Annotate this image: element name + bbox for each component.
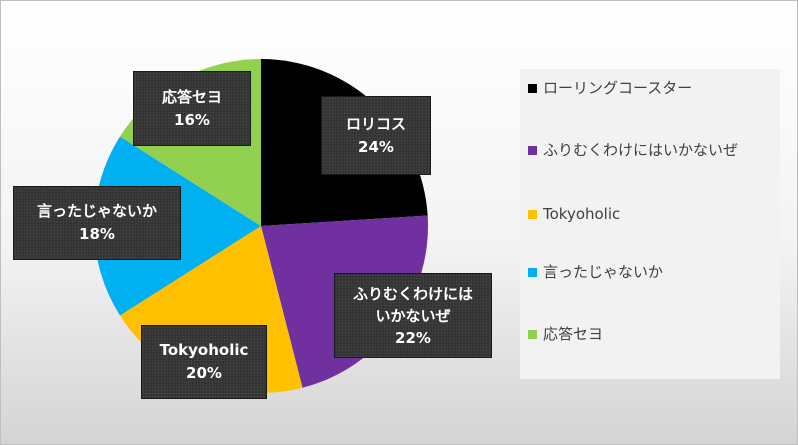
legend-item-ittajanaika: 言ったじゃないか xyxy=(528,261,773,283)
data-label-tokyoholic: Tokyoholic 20% xyxy=(141,325,267,399)
legend-item-outouseyo: 応答セヨ xyxy=(528,323,773,345)
legend-label: ふりむくわけにはいかないぜ xyxy=(543,141,739,159)
data-label-percent: 22% xyxy=(395,328,431,347)
legend-swatch xyxy=(528,210,537,219)
data-label-name: 応答セヨ xyxy=(161,87,222,106)
legend-item-rollercoaster: ローリングコースター xyxy=(528,77,773,99)
data-label-name: ふりむくわけには いかないぜ xyxy=(352,284,473,325)
legend-swatch xyxy=(528,268,537,277)
data-label-outouseyo: 応答セヨ 16% xyxy=(133,71,251,146)
legend: ローリングコースター ふりむくわけにはいかないぜ Tokyoholic 言ったじ… xyxy=(520,69,780,379)
data-label-ittajanaika: 言ったじゃないか 18% xyxy=(13,186,181,260)
data-label-rorikosu: ロリコス 24% xyxy=(321,96,431,175)
data-label-percent: 20% xyxy=(186,364,222,382)
legend-swatch xyxy=(528,330,537,339)
legend-label: Tokyoholic xyxy=(543,205,621,223)
legend-label: 言ったじゃないか xyxy=(543,263,664,281)
legend-label: 応答セヨ xyxy=(543,325,604,343)
data-label-name: Tokyoholic xyxy=(159,341,249,359)
legend-swatch xyxy=(528,84,537,93)
legend-item-furimuku: ふりむくわけにはいかないぜ xyxy=(528,139,773,161)
legend-swatch xyxy=(528,146,537,155)
legend-label: ローリングコースター xyxy=(543,79,693,97)
data-label-percent: 24% xyxy=(358,137,394,156)
data-label-furimuku: ふりむくわけには いかないぜ 22% xyxy=(334,273,492,358)
legend-item-tokyoholic: Tokyoholic xyxy=(528,203,773,225)
data-label-name: ロリコス xyxy=(345,114,406,133)
data-label-percent: 16% xyxy=(174,110,210,129)
data-label-name: 言ったじゃないか xyxy=(36,202,157,220)
data-label-percent: 18% xyxy=(79,225,115,243)
